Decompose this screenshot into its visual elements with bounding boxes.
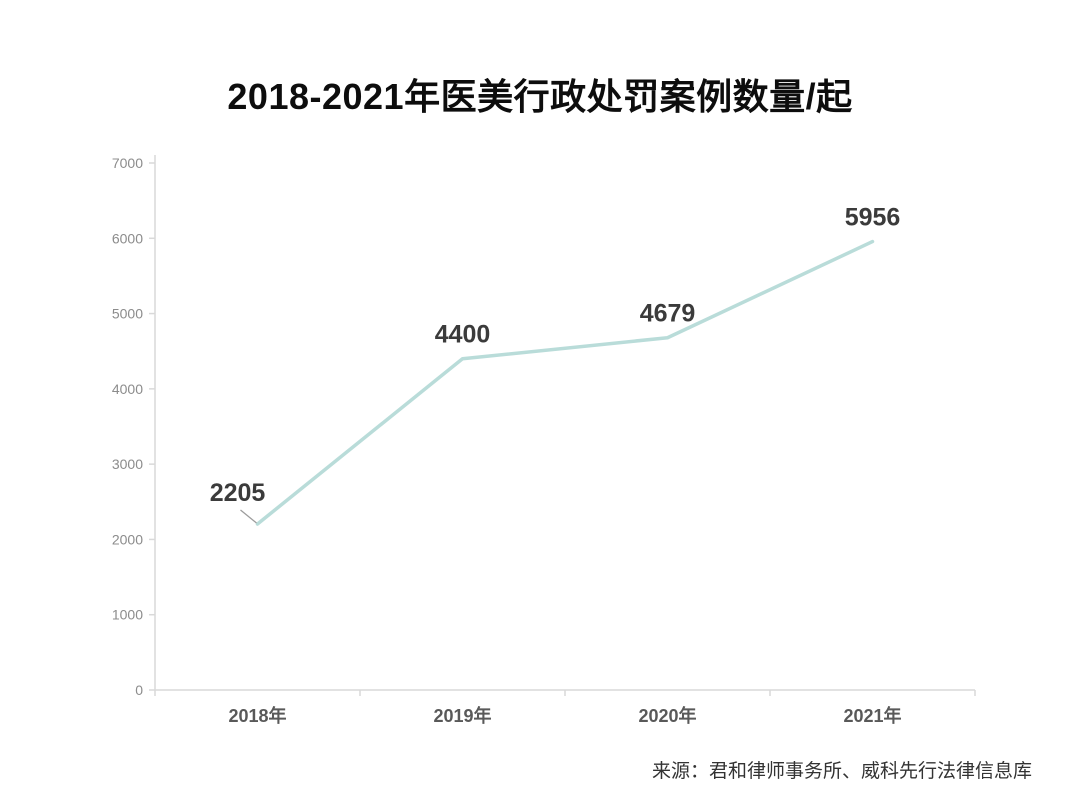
x-category-label: 2020年 [638, 705, 696, 726]
data-point-label: 4679 [640, 300, 696, 328]
x-category-label: 2018年 [228, 705, 286, 726]
data-point-label: 4400 [435, 321, 491, 349]
y-tick-label: 4000 [112, 381, 143, 397]
y-tick-label: 5000 [112, 306, 143, 322]
series-line [255, 239, 875, 526]
y-tick-label: 2000 [112, 531, 143, 547]
y-tick-label: 0 [135, 682, 143, 698]
y-tick-label: 1000 [112, 607, 143, 623]
data-point-label: 2205 [210, 479, 266, 507]
y-tick-label: 6000 [112, 230, 143, 246]
x-category-label: 2021年 [843, 705, 901, 726]
y-tick-label: 3000 [112, 456, 143, 472]
label-leader-line [240, 509, 257, 524]
line-chart: 0 1000 2000 3000 4000 5000 6000 7000 2018年 2019年 2… [112, 155, 976, 726]
data-point-label: 5956 [845, 204, 901, 232]
source-note: 来源：君和律师事务所、威科先行法律信息库 [651, 761, 1032, 782]
x-category-label: 2019年 [433, 705, 491, 726]
y-tick-label: 7000 [112, 155, 143, 171]
chart-title: 2018-2021年医美行政处罚案例数量/起 [227, 76, 853, 117]
